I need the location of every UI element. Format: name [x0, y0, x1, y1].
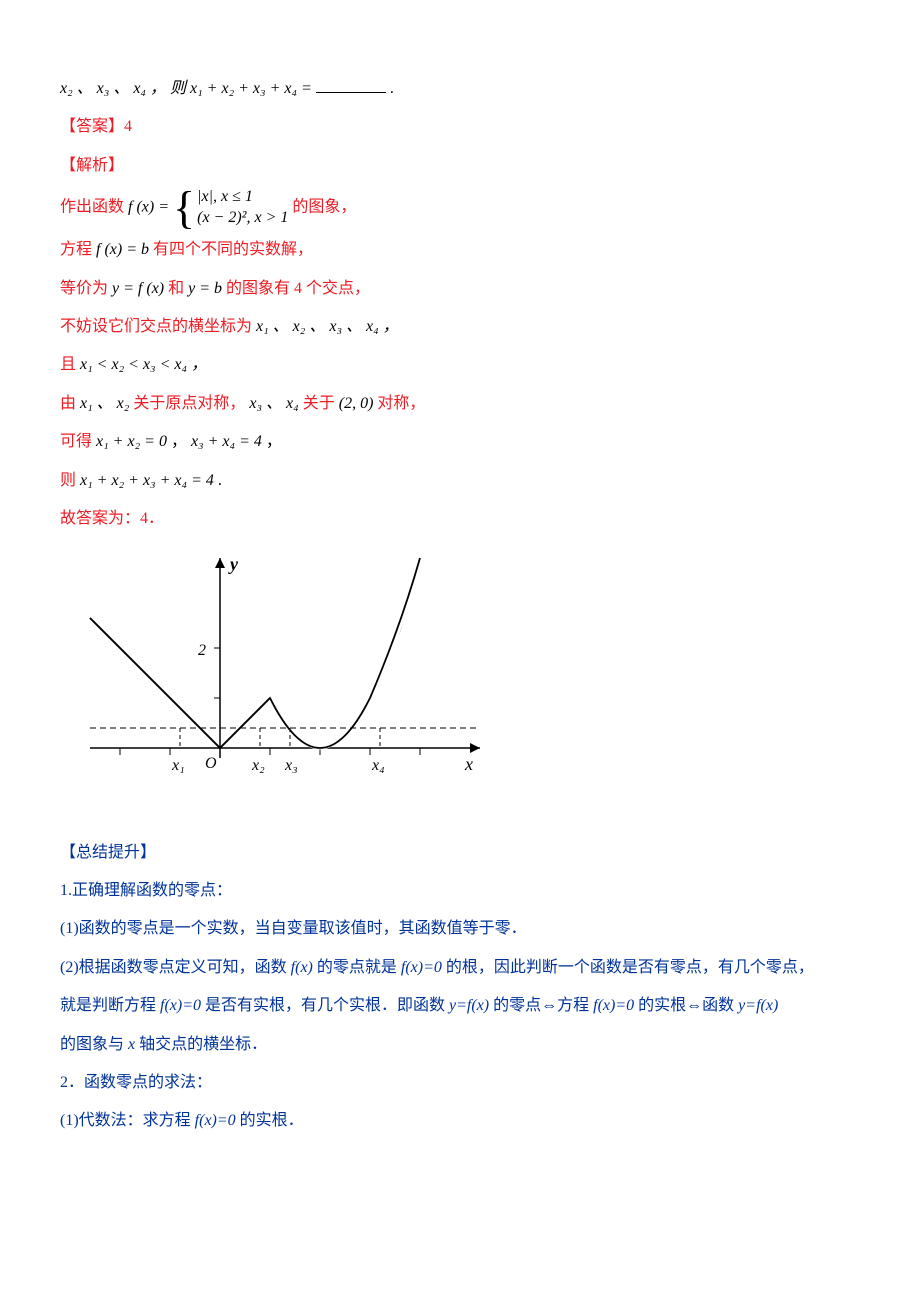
step-6: 由 x₁ 、 x₂ 关于原点对称， x₃ 、 x₄ 关于 (2, 0) 对称，	[60, 385, 860, 423]
step2-post: 有四个不同的实数解，	[153, 241, 313, 258]
piecewise: { |x|, x ≤ 1 (x − 2)², x > 1	[173, 185, 288, 231]
step5-ineq: x₁ < x₂ < x₃ < x₄ ，	[80, 356, 207, 373]
y-tick-2: 2	[198, 642, 206, 659]
x1-label: x₁	[171, 757, 185, 774]
step6-pt: (2, 0)	[339, 395, 374, 412]
step3-pre: 等价为	[60, 280, 112, 297]
step1-post: 的图象，	[292, 199, 356, 216]
answer-value: 4	[124, 118, 132, 135]
step3-y2: y = b	[188, 280, 222, 297]
summary-1-4: 的图象与 x 轴交点的横坐标．	[60, 1026, 860, 1064]
step3-and: 和	[168, 280, 188, 297]
conclusion: 故答案为：4．	[60, 500, 860, 538]
summary-2: 2．函数零点的求法：	[60, 1064, 860, 1102]
x-arrow-icon	[470, 743, 480, 753]
step1-pre: 作出函数	[60, 199, 128, 216]
step6-post: 对称，	[377, 395, 425, 412]
vars-x234: x₂ 、 x₃ 、 x₄ ， 则	[60, 80, 190, 97]
y-arrow-icon	[215, 558, 225, 568]
step6-pre: 由	[60, 395, 80, 412]
summary-2-1: (1)代数法：求方程 f(x)=0 的实根．	[60, 1102, 860, 1140]
summary-label: 【总结提升】	[60, 834, 860, 872]
step6-a: x₁ 、 x₂	[80, 395, 133, 412]
blank-field	[316, 76, 386, 93]
sum-expr: x₁ + x₂ + x₃ + x₄ =	[190, 80, 316, 97]
step8-post: .	[218, 472, 222, 489]
answer-label: 【答案】	[60, 118, 124, 135]
case-1: |x|, x ≤ 1	[197, 187, 288, 208]
summary-1-1: (1)函数的零点是一个实数，当自变量取该值时，其函数值等于零．	[60, 910, 860, 948]
step-5: 且 x₁ < x₂ < x₃ < x₄ ，	[60, 346, 860, 384]
step3-post: 的图象有 4 个交点，	[226, 280, 370, 297]
x-axis-label: x	[464, 754, 473, 774]
step6-mid1: 关于原点对称，	[133, 395, 249, 412]
x3-label: x₃	[284, 757, 298, 774]
summary-1-2: (2)根据函数零点定义可知，函数 f(x) 的零点就是 f(x)=0 的根，因此…	[60, 949, 860, 987]
x2-label: x₂	[251, 757, 265, 774]
y-axis-label: y	[228, 554, 239, 574]
step6-mid2: 关于	[303, 395, 339, 412]
step2-pre: 方程	[60, 241, 96, 258]
step-3: 等价为 y = f (x) 和 y = b 的图象有 4 个交点，	[60, 270, 860, 308]
case-2: (x − 2)², x > 1	[197, 208, 288, 229]
step8-expr: x₁ + x₂ + x₃ + x₄ = 4	[80, 472, 214, 489]
origin-label: O	[205, 755, 217, 772]
x4-label: x₄	[371, 757, 385, 774]
step7-pre: 可得	[60, 433, 96, 450]
step3-y1: y = f (x)	[112, 280, 164, 297]
period: .	[390, 80, 394, 97]
summary-1: 1.正确理解函数的零点：	[60, 872, 860, 910]
function-graph: 2 y x O x₁ x₂ x₃ x₄	[70, 548, 860, 823]
brace-icon: {	[173, 185, 195, 231]
step7-post: ，	[266, 433, 282, 450]
problem-line: x₂ 、 x₃ 、 x₄ ， 则 x₁ + x₂ + x₃ + x₄ = .	[60, 70, 860, 108]
analysis-label: 【解析】	[60, 147, 860, 185]
step7-sep: ，	[171, 433, 191, 450]
step4-vars: x₁ 、 x₂ 、 x₃ 、 x₄ ，	[256, 318, 399, 335]
step-2: 方程 f (x) = b 有四个不同的实数解，	[60, 231, 860, 269]
step-4: 不妨设它们交点的横坐标为 x₁ 、 x₂ 、 x₃ 、 x₄ ，	[60, 308, 860, 346]
step-7: 可得 x₁ + x₂ = 0 ， x₃ + x₄ = 4 ，	[60, 423, 860, 461]
step6-b: x₃ 、 x₄	[249, 395, 302, 412]
step5-pre: 且	[60, 356, 80, 373]
step2-mid: f (x) = b	[96, 241, 149, 258]
step-1: 作出函数 f (x) = { |x|, x ≤ 1 (x − 2)², x > …	[60, 185, 860, 231]
step4-pre: 不妨设它们交点的横坐标为	[60, 318, 256, 335]
step7-b: x₃ + x₄ = 4	[191, 433, 262, 450]
step1-func: f (x) =	[128, 199, 173, 216]
answer-line: 【答案】4	[60, 108, 860, 146]
step7-a: x₁ + x₂ = 0	[96, 433, 167, 450]
curve-path	[90, 568, 420, 748]
step-8: 则 x₁ + x₂ + x₃ + x₄ = 4 .	[60, 462, 860, 500]
graph-svg: 2 y x O x₁ x₂ x₃ x₄	[70, 548, 500, 808]
summary-1-3: 就是判断方程 f(x)=0 是否有实根，有几个实根．即函数 y=f(x) 的零点…	[60, 987, 860, 1025]
step8-pre: 则	[60, 472, 80, 489]
